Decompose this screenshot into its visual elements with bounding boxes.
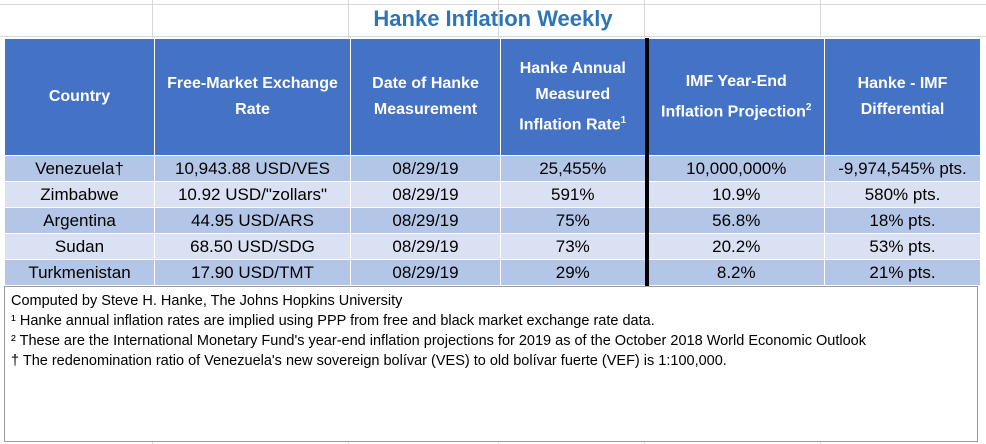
cell-rate: 10.92 USD/"zollars" bbox=[154, 181, 351, 208]
cell-diff: 18% pts. bbox=[824, 207, 981, 234]
cell-rate: 68.50 USD/SDG bbox=[154, 233, 351, 260]
cell-diff: 53% pts. bbox=[824, 233, 981, 260]
header-differential: Hanke - IMF Differential bbox=[824, 38, 981, 156]
cell-imf: 56.8% bbox=[644, 207, 825, 234]
cell-rate: 17.90 USD/TMT bbox=[154, 259, 351, 286]
cell-date: 08/29/19 bbox=[350, 155, 501, 182]
credit-note: Computed by Steve H. Hanke, The Johns Ho… bbox=[11, 293, 403, 309]
cell-country: Venezuela† bbox=[4, 155, 155, 182]
header-date: Date of Hanke Measurement bbox=[350, 38, 501, 156]
cell-country: Argentina bbox=[4, 207, 155, 234]
cell-hanke: 75% bbox=[500, 207, 647, 234]
header-row: Country Free-Market Exchange Rate Date o… bbox=[4, 38, 981, 156]
header-imf-projection: IMF Year-End Inflation Projection2 bbox=[644, 38, 825, 156]
footnotes-box: Computed by Steve H. Hanke, The Johns Ho… bbox=[4, 286, 978, 442]
cell-date: 08/29/19 bbox=[350, 207, 501, 234]
cell-country: Turkmenistan bbox=[4, 259, 155, 286]
cell-hanke: 25,455% bbox=[500, 155, 647, 182]
footnote-2: ² These are the International Monetary F… bbox=[11, 333, 866, 349]
inflation-table: Country Free-Market Exchange Rate Date o… bbox=[4, 38, 981, 286]
header-country: Country bbox=[4, 38, 155, 156]
cell-imf: 8.2% bbox=[644, 259, 825, 286]
footnote-dagger: † The redenomination ratio of Venezuela'… bbox=[11, 353, 727, 369]
page-title: Hanke Inflation Weekly bbox=[373, 6, 613, 31]
table-row: Turkmenistan 17.90 USD/TMT 08/29/19 29% … bbox=[4, 259, 981, 286]
cell-diff: 21% pts. bbox=[824, 259, 981, 286]
cell-hanke: 73% bbox=[500, 233, 647, 260]
header-hanke-rate: Hanke Annual Measured Inflation Rate1 bbox=[500, 38, 647, 156]
table-row: Venezuela† 10,943.88 USD/VES 08/29/19 25… bbox=[4, 155, 981, 182]
table-row: Argentina 44.95 USD/ARS 08/29/19 75% 56.… bbox=[4, 207, 981, 234]
grid-line bbox=[0, 36, 986, 37]
cell-diff: -9,974,545% pts. bbox=[824, 155, 981, 182]
footnote-1: ¹ Hanke annual inflation rates are impli… bbox=[11, 313, 655, 329]
cell-date: 08/29/19 bbox=[350, 259, 501, 286]
cell-country: Zimbabwe bbox=[4, 181, 155, 208]
cell-imf: 10.9% bbox=[644, 181, 825, 208]
cell-rate: 10,943.88 USD/VES bbox=[154, 155, 351, 182]
cell-rate: 44.95 USD/ARS bbox=[154, 207, 351, 234]
cell-country: Sudan bbox=[4, 233, 155, 260]
header-exchange-rate: Free-Market Exchange Rate bbox=[154, 38, 351, 156]
cell-imf: 10,000,000% bbox=[644, 155, 825, 182]
table-row: Sudan 68.50 USD/SDG 08/29/19 73% 20.2% 5… bbox=[4, 233, 981, 260]
cell-date: 08/29/19 bbox=[350, 181, 501, 208]
table-row: Zimbabwe 10.92 USD/"zollars" 08/29/19 59… bbox=[4, 181, 981, 208]
cell-hanke: 29% bbox=[500, 259, 647, 286]
grid-line bbox=[0, 4, 986, 5]
cell-imf: 20.2% bbox=[644, 233, 825, 260]
cell-date: 08/29/19 bbox=[350, 233, 501, 260]
cell-diff: 580% pts. bbox=[824, 181, 981, 208]
cell-hanke: 591% bbox=[500, 181, 647, 208]
